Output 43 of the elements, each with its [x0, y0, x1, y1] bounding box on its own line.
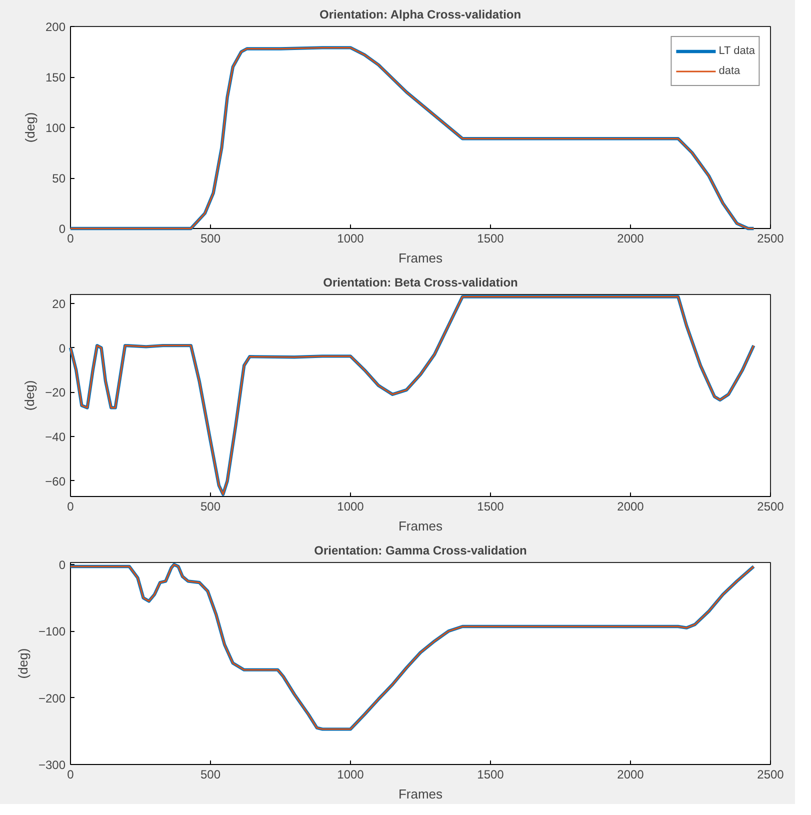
y-tick-label: −200 [38, 691, 66, 706]
y-axis-title: (deg) [22, 112, 38, 143]
y-tick-label: 200 [45, 20, 66, 34]
y-axis-title: (deg) [22, 380, 38, 411]
x-tick-label: 0 [67, 232, 74, 246]
x-tick-label: 0 [67, 768, 74, 782]
x-tick-label: 1000 [337, 768, 364, 782]
x-tick-label: 500 [200, 768, 221, 782]
x-tick-label: 2000 [617, 500, 644, 514]
x-tick-label: 1500 [477, 768, 504, 782]
y-tick-label: −300 [38, 758, 66, 772]
chart-title: Orientation: Alpha Cross-validation [319, 8, 522, 22]
y-tick-label: 0 [58, 341, 66, 356]
x-tick-label: 500 [200, 500, 221, 514]
y-axis-title: (deg) [15, 648, 30, 679]
y-tick-label: 150 [45, 70, 66, 84]
x-tick-label: 2000 [617, 768, 644, 782]
x-axis-title: Frames [398, 250, 444, 266]
x-tick-label: 1500 [477, 500, 504, 514]
y-tick-label: −40 [45, 430, 66, 444]
x-tick-label: 500 [200, 232, 221, 246]
x-tick-label: 1000 [337, 500, 364, 514]
y-tick-label: −100 [38, 624, 66, 639]
y-tick-label: −20 [45, 386, 66, 400]
x-axis-title: Frames [398, 786, 444, 802]
x-axis-title: Frames [398, 518, 444, 534]
y-tick-label: 0 [58, 222, 66, 236]
y-tick-label: −60 [45, 474, 66, 488]
y-tick-label: 20 [52, 296, 66, 311]
x-tick-label: 1500 [477, 232, 504, 246]
y-tick-label: 100 [45, 121, 66, 135]
x-tick-label: 2000 [617, 232, 644, 246]
x-tick-label: 2500 [757, 232, 784, 246]
x-tick-label: 1000 [337, 232, 364, 246]
x-tick-label: 2500 [757, 500, 784, 514]
chart-title: Orientation: Beta Cross-validation [323, 276, 518, 290]
chart-title: Orientation: Gamma Cross-validation [314, 544, 527, 558]
legend-label: data [718, 65, 740, 77]
x-tick-label: 0 [67, 500, 74, 514]
x-tick-label: 2500 [757, 768, 784, 782]
legend-label: LT data [718, 45, 755, 57]
y-tick-label: 0 [58, 558, 66, 572]
y-tick-label: 50 [52, 172, 66, 186]
